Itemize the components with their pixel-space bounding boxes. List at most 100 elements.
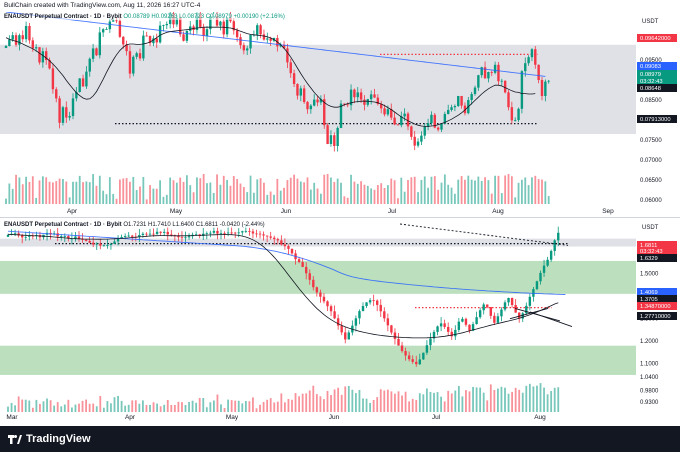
ena-volume-bar: [366, 185, 369, 204]
ena2-xtick-label: Jul: [431, 414, 441, 421]
ena-pane-2[interactable]: USDT1.50001.40001.30001.20001.10001.0400…: [0, 218, 680, 414]
ena2-candle-body: [557, 232, 560, 241]
ena-candle-body: [299, 88, 302, 96]
ena-candle-body: [443, 114, 447, 124]
ena2-candle-body: [209, 232, 212, 234]
ena2-candle-body: [84, 239, 88, 241]
ena2-volume-bar: [223, 408, 226, 412]
ena-volume-bar: [390, 178, 393, 204]
ena-chart-pane[interactable]: USDT0.100000.095000.090000.085000.080000…: [0, 7, 680, 208]
ena2-volume-bar: [330, 395, 332, 412]
ena2-volume-bar: [24, 399, 27, 412]
ena2-candle-body: [241, 231, 244, 233]
ena2-candle-body: [273, 237, 276, 240]
ena-xtick-label: Sep: [602, 208, 614, 215]
ena2-candle-body: [496, 316, 500, 323]
ena-volume-bar: [380, 183, 383, 204]
ena2-candle-body: [74, 236, 77, 239]
ena-legend-ohlc-2: O1.7231 H1.7410 L1.6400 C1.6811 -0.0420 …: [123, 222, 265, 228]
ena-candle-body: [400, 116, 403, 126]
ena-candle-body: [440, 123, 443, 130]
ena-candle-body: [517, 108, 520, 120]
ena2-volume-bar: [205, 407, 208, 412]
ena2-volume-bar: [74, 404, 77, 412]
ena2-candle-body: [180, 237, 184, 239]
ena-candle-body: [215, 16, 219, 26]
ena2-volume-bar: [397, 391, 400, 412]
ena-volume-bar: [323, 174, 326, 204]
ena-volume-bar: [286, 180, 289, 204]
ena-volume-bar: [85, 181, 88, 204]
ena-candle-body: [8, 39, 11, 46]
ena-volume-bar: [112, 193, 115, 204]
ena-candle-body: [319, 99, 323, 103]
ena-candle-body: [262, 34, 266, 40]
ena2-volume-bar: [237, 400, 240, 412]
ena-price-tag-bg: [637, 84, 677, 92]
ena2-volume-bar: [426, 388, 428, 412]
ena-candle-body: [112, 20, 115, 22]
ena2-candle-body: [258, 233, 262, 235]
ena-candle-body: [430, 114, 433, 124]
ena-ma-long-line: [5, 11, 546, 77]
ena-chart-svg[interactable]: USDT0.100000.095000.090000.085000.080000…: [0, 7, 680, 208]
ena-volume-bar: [18, 177, 21, 204]
ena2-candle-body: [468, 324, 471, 331]
ena2-candle-body: [549, 250, 553, 260]
ena-price-tag-bg: [637, 62, 677, 70]
ena2-volume-bar: [266, 399, 269, 412]
ena-candle-body: [68, 116, 71, 118]
ena2-candle-body: [447, 326, 450, 332]
ena2-zone-0: [0, 238, 636, 247]
ena-volume-bar: [186, 175, 188, 204]
ena2-trend-line-1: [509, 308, 549, 320]
ena-candle-body: [162, 25, 165, 26]
ena2-candle-body: [244, 230, 248, 232]
ena-candle-body: [41, 51, 45, 63]
ena-ytick-label: 0.09500: [640, 58, 662, 64]
ena-zone-0: [0, 44, 636, 134]
ena-volume-bar: [333, 181, 336, 204]
ena-volume-bar: [149, 185, 151, 204]
ena-candle-body: [396, 124, 400, 126]
ena-candle-body: [490, 72, 493, 73]
ena-volume-bar: [88, 182, 91, 204]
ena-volume-bar: [38, 180, 41, 204]
ena-volume-bar: [410, 177, 413, 204]
ena2-price-tag-ma_short: 1.3705: [640, 297, 658, 303]
ena2-candle-body: [184, 237, 187, 239]
ena-candle-body: [199, 14, 202, 28]
ena-candle-body: [88, 58, 91, 72]
ena2-volume-bar: [525, 385, 528, 412]
ena2-candle-body: [255, 233, 258, 235]
ena2-candle-body: [464, 318, 468, 325]
ena-candle-body: [524, 63, 527, 72]
ena-candle-body: [383, 108, 386, 115]
pane-divider[interactable]: [0, 217, 680, 218]
ena-ma-short-line: [5, 26, 536, 127]
ena-xtick-label: Aug: [492, 208, 504, 215]
ena2-volume-bar: [472, 386, 474, 412]
ena-candle-body: [413, 136, 416, 146]
ena2-candle-body: [138, 234, 141, 237]
ena2-volume-bar: [532, 386, 535, 412]
ena2-volume-bar: [326, 390, 329, 412]
ena2-volume-bar: [287, 398, 290, 412]
ena-volume-bar: [510, 176, 513, 204]
ena2-candle-body: [262, 234, 265, 236]
ena2-candle-body: [443, 323, 446, 327]
ena2-candle-body: [28, 235, 31, 237]
ena2-volume-bar: [415, 399, 418, 412]
ena-volume-bar: [403, 191, 406, 204]
ena2-volume-bar: [433, 392, 435, 412]
ena2-candle-body: [24, 236, 27, 238]
ena-candle-body: [416, 141, 420, 146]
ena2-candle-body: [418, 359, 421, 365]
ena-candle-body: [510, 107, 514, 121]
ena-chart-svg-2[interactable]: USDT1.50001.40001.30001.20001.10001.0400…: [0, 218, 680, 414]
ena-volume-bar: [82, 182, 84, 204]
ena2-candle-body: [287, 246, 290, 249]
ena-volume-bar: [350, 174, 352, 204]
ena-volume-bar: [98, 175, 101, 204]
ena-volume-bar: [433, 176, 436, 204]
